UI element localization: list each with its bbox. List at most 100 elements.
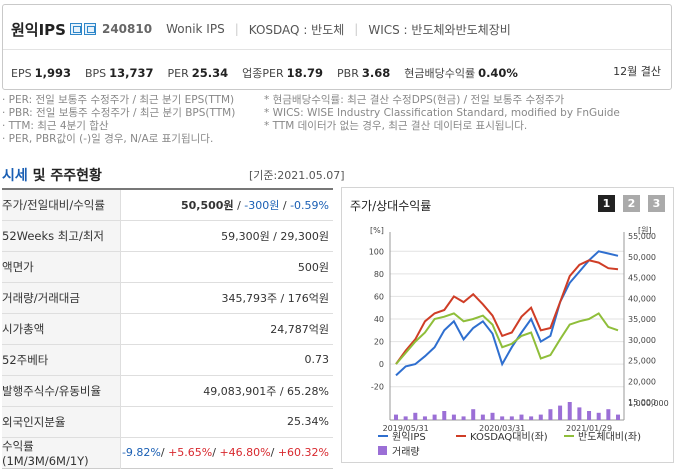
quote-row: 액면가 500원 bbox=[2, 251, 333, 282]
base-date: [기준:2021.05.07] bbox=[249, 169, 345, 182]
quote-row-value: 50,500원 / -300원 / -0.59% bbox=[120, 189, 333, 220]
value-part: +60.32% bbox=[277, 446, 329, 459]
home-icon[interactable] bbox=[69, 23, 82, 35]
legend-label: 반도체대비(좌) bbox=[578, 431, 641, 443]
metric-per: PER 25.34 bbox=[167, 66, 229, 80]
left-tick-label: 60 bbox=[374, 292, 384, 301]
value-part: / bbox=[233, 198, 245, 212]
left-tick-label: 80 bbox=[374, 270, 384, 279]
separator: | bbox=[354, 22, 359, 36]
quote-row-label: 외국인지분율 bbox=[2, 406, 121, 437]
quote-row: 52Weeks 최고/최저 59,300원 / 29,300원 bbox=[2, 220, 333, 251]
value-part: / bbox=[279, 198, 291, 212]
volume-bar bbox=[567, 402, 572, 420]
volume-bar bbox=[596, 412, 601, 420]
volume-bar bbox=[558, 405, 563, 420]
volume-bar bbox=[422, 416, 427, 420]
volume-tick-label: 1,000,000 bbox=[628, 399, 669, 408]
volume-bar bbox=[490, 412, 495, 420]
volume-bar bbox=[519, 414, 524, 420]
quote-row-value: 0.73 bbox=[120, 344, 333, 375]
legend-label: KOSDAQ대비(좌) bbox=[470, 431, 548, 443]
quote-row: 52주베타 0.73 bbox=[2, 344, 333, 375]
volume-bar bbox=[538, 414, 543, 420]
right-tick-label: 45,000 bbox=[628, 274, 656, 283]
volume-bar bbox=[500, 416, 505, 420]
left-axis-unit: [%] bbox=[370, 226, 384, 235]
header-divider bbox=[3, 49, 671, 50]
value-part: +5.65% bbox=[168, 446, 213, 459]
x-tick-label: 2021/01/29 bbox=[566, 424, 612, 433]
settlement-month: 12월 결산 bbox=[613, 65, 661, 78]
legend-label: 원익IPS bbox=[392, 431, 426, 443]
volume-bar bbox=[413, 412, 418, 420]
quote-row: 주가/전일대비/수익률 50,500원 / -300원 / -0.59% bbox=[2, 189, 333, 220]
volume-bar bbox=[577, 407, 582, 420]
wics-info: WICS : 반도체와반도체장비 bbox=[368, 22, 511, 37]
volume-bar bbox=[616, 414, 620, 420]
volume-bar bbox=[403, 416, 408, 420]
quote-row-label: 52Weeks 최고/최저 bbox=[2, 220, 121, 251]
favorite-icon[interactable] bbox=[83, 23, 96, 35]
chart-tab-1[interactable]: 1 bbox=[598, 195, 615, 212]
legend-swatch bbox=[378, 446, 387, 455]
quote-row-label: 액면가 bbox=[2, 251, 121, 282]
chart-tab-2[interactable]: 2 bbox=[623, 195, 640, 212]
chart-tabs: 1 2 3 bbox=[590, 195, 665, 212]
volume-bar bbox=[480, 414, 485, 420]
note-line: · PBR: 전일 보통주 수정주가 / 최근 분기 BPS(TTM) bbox=[2, 107, 236, 119]
stock-name: 원익IPS bbox=[11, 20, 66, 39]
volume-bar bbox=[461, 416, 466, 420]
note-line: · PER, PBR값이 (-)일 경우, N/A로 표기됩니다. bbox=[2, 133, 214, 145]
right-tick-label: 25,000 bbox=[628, 357, 656, 366]
chart-panel: 주가/상대수익률 1 2 3 [%] [원] 100 80 60 40 20 0 -20 55,0… bbox=[341, 187, 674, 463]
quote-table: 주가/전일대비/수익률 50,500원 / -300원 / -0.59% 52Wee… bbox=[2, 188, 333, 469]
left-tick-label: 20 bbox=[374, 338, 384, 347]
quote-row-value: 500원 bbox=[120, 251, 333, 282]
right-tick-label: 20,000 bbox=[628, 377, 656, 386]
chart-tab-3[interactable]: 3 bbox=[648, 195, 665, 212]
stock-header: 원익IPS 240810 Wonik IPS | KOSDAQ : 반도체 | … bbox=[2, 4, 672, 90]
left-tick-label: 40 bbox=[374, 315, 384, 324]
value-part: -0.59% bbox=[290, 198, 329, 212]
quote-row: 시가총액 24,787억원 bbox=[2, 313, 333, 344]
eng-name: Wonik IPS bbox=[166, 22, 225, 36]
value-part: 49,083,901주 / 65.28% bbox=[203, 384, 329, 398]
note-line: · PER: 전일 보통주 수정주가 / 최근 분기 EPS(TTM) bbox=[2, 94, 235, 106]
stock-code: 240810 bbox=[101, 22, 153, 36]
section-title: 시세 및 주주현황 bbox=[2, 168, 102, 184]
right-tick-label: 55,000 bbox=[628, 232, 656, 241]
quote-row-value: 24,787억원 bbox=[120, 313, 333, 344]
quote-row-label: 주가/전일대비/수익률 bbox=[2, 189, 121, 220]
chart-title: 주가/상대수익률 bbox=[350, 199, 432, 213]
right-axis-unit: [원] bbox=[638, 226, 652, 235]
note-line: * WICS: WISE Industry Classification Sta… bbox=[264, 107, 620, 119]
x-tick-label: 2020/03/31 bbox=[479, 424, 525, 433]
notes-left: · PER: 전일 보통주 수정주가 / 최근 분기 EPS(TTM) · PB… bbox=[2, 94, 235, 146]
volume-bar bbox=[529, 416, 534, 420]
volume-bar bbox=[442, 411, 447, 420]
market-info: KOSDAQ : 반도체 bbox=[248, 22, 345, 37]
metric-industry-per: 업종PER 18.79 bbox=[242, 66, 324, 80]
volume-bar bbox=[548, 409, 553, 420]
value-part: 24,787억원 bbox=[270, 322, 329, 336]
value-part: 25.34% bbox=[287, 415, 329, 428]
quote-row-value: -9.82%/ +5.65%/ +46.80%/ +60.32% bbox=[120, 437, 333, 468]
price-chart: [%] [원] 100 80 60 40 20 0 -20 55,000 50,000 45,000 4… bbox=[369, 226, 669, 458]
note-line: * 현금배당수익률: 최근 결산 수정DPS(현금) / 전일 보통주 수정주가 bbox=[264, 94, 565, 106]
right-tick-label: 30,000 bbox=[628, 336, 656, 345]
series-line bbox=[395, 259, 619, 365]
value-part: / bbox=[212, 446, 220, 459]
left-tick-label: -20 bbox=[371, 383, 384, 392]
volume-bar bbox=[394, 414, 398, 420]
value-part: 0.73 bbox=[304, 353, 330, 366]
metrics-row: EPS 1,993 BPS 13,737 PER 25.34 업종PER 18.79 P… bbox=[11, 65, 532, 81]
metric-dividend-yield: 현금배당수익률 0.40% bbox=[404, 66, 518, 80]
volume-bar bbox=[432, 414, 437, 420]
right-tick-label: 15,000 bbox=[628, 398, 656, 407]
quote-row-label: 거래량/거래대금 bbox=[2, 282, 121, 313]
left-tick-label: 0 bbox=[379, 360, 384, 369]
note-line: * TTM 데이터가 없는 경우, 최근 결산 데이터로 표시됩니다. bbox=[264, 120, 528, 132]
quote-row: 거래량/거래대금 345,793주 / 176억원 bbox=[2, 282, 333, 313]
quote-row-label: 시가총액 bbox=[2, 313, 121, 344]
